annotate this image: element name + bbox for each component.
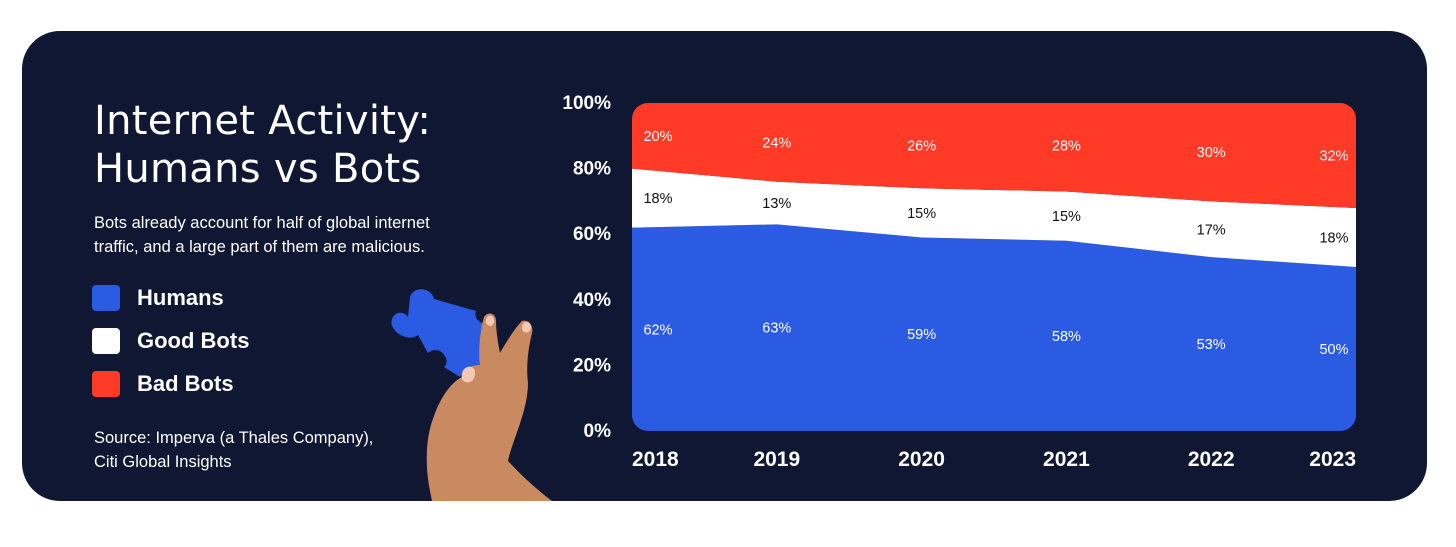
area-good-bots [632,168,1356,267]
fingernail-icon [521,321,531,333]
puzzle-hand-illustration [391,289,552,501]
x-tick-label: 2023 [1309,448,1356,471]
data-label-bad-bots-2018: 20% [643,129,672,145]
data-label-good-bots-2020: 15% [907,206,936,222]
source-line-2: Citi Global Insights [94,453,232,471]
data-label-humans-2019: 63% [762,321,791,337]
data-label-humans-2018: 62% [643,322,672,338]
legend-swatch-humans [92,285,120,311]
y-tick-label: 100% [562,93,611,114]
fingernail-icon [485,315,495,326]
data-label-bad-bots-2020: 26% [907,139,936,155]
data-label-humans-2021: 58% [1052,329,1081,345]
legend-swatch-bad-bots [92,371,120,397]
y-tick-label: 20% [573,355,611,376]
data-label-good-bots-2023: 18% [1319,230,1348,246]
data-label-good-bots-2021: 15% [1052,209,1081,225]
legend-swatch-good-bots [92,328,120,354]
plot-area [632,103,1356,431]
x-tick-label: 2022 [1188,448,1235,471]
page-title: Internet Activity: Humans vs Bots [94,97,431,193]
y-axis: 0% 20% 40% 60% 80% 100% [562,93,611,442]
legend-label-bad-bots: Bad Bots [137,371,234,396]
thumbnail-icon [461,366,475,383]
data-label-bad-bots-2021: 28% [1052,139,1081,155]
data-label-bad-bots-2022: 30% [1197,145,1226,161]
data-label-good-bots-2019: 13% [762,196,791,212]
subtitle: Bots already account for half of global … [94,214,430,256]
value-labels: 62% 63% 59% 58% 53% 50% 18% 13% 15% 15% 17% 18% 20% 2… [643,129,1348,358]
infographic-card: Internet Activity: Humans vs Bots Bots a… [22,31,1427,501]
x-tick-label: 2020 [898,448,945,471]
hand-icon [426,313,552,501]
y-tick-label: 80% [573,159,611,180]
area-humans [632,224,1356,431]
source-note: Source: Imperva (a Thales Company), Citi… [94,426,373,474]
y-tick-label: 40% [573,290,611,311]
data-label-good-bots-2022: 17% [1197,222,1226,238]
puzzle-piece-icon [391,289,492,377]
data-label-bad-bots-2019: 24% [762,135,791,151]
source-line-1: Source: Imperva (a Thales Company), [94,429,374,447]
x-tick-label: 2021 [1043,448,1090,471]
legend-label-humans: Humans [137,285,224,310]
data-label-humans-2022: 53% [1197,337,1226,353]
legend-label-good-bots: Good Bots [137,328,250,353]
data-label-bad-bots-2023: 32% [1319,148,1348,164]
stacked-area-chart: 62% 63% 59% 58% 53% 50% 18% 13% 15% 15% 17% 18% 20% 2… [562,93,1356,471]
x-tick-label: 2019 [753,448,800,471]
x-axis: 2018 2019 2020 2021 2022 2023 [632,448,1356,471]
area-bad-bots [632,103,1356,208]
title-line-2: Humans vs Bots [94,146,422,192]
data-label-humans-2023: 50% [1319,342,1348,358]
x-tick-label: 2018 [632,448,679,471]
data-label-good-bots-2018: 18% [643,191,672,207]
data-label-humans-2020: 59% [907,327,936,343]
title-line-1: Internet Activity: [94,98,432,144]
y-tick-label: 60% [573,224,611,245]
y-tick-label: 0% [584,421,612,442]
